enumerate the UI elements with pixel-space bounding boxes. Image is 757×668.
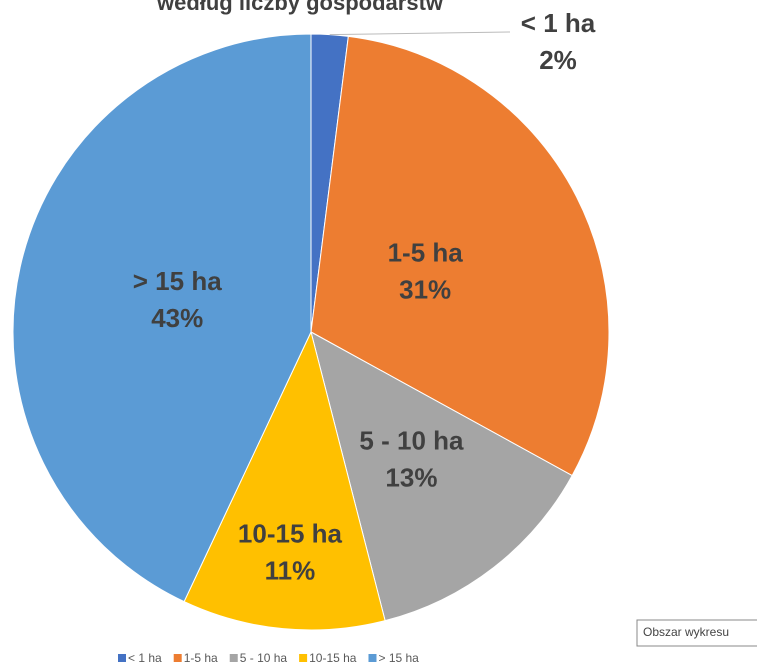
legend-label: 10-15 ha (309, 651, 357, 665)
slice-value-label: 31% (399, 275, 451, 305)
legend-label: > 15 ha (378, 651, 419, 665)
slice-value-label: 11% (265, 555, 316, 585)
pie-slice (183, 330, 386, 631)
legend-marker (368, 654, 377, 662)
slice-value-label: 43% (151, 303, 203, 333)
chart-title: według liczby gospodarstw (156, 0, 444, 15)
legend-marker (118, 654, 126, 662)
legend-marker (299, 654, 308, 662)
slice-value-label: 13% (385, 462, 437, 492)
slice-label: 5 - 10 ha (359, 425, 464, 455)
leader-line (329, 31, 511, 36)
legend-label: 1-5 ha (184, 651, 218, 665)
legend-label: < 1 ha (128, 651, 162, 665)
pie-slice (310, 35, 610, 477)
legend-marker (229, 654, 238, 662)
slice-value-label: 2% (539, 45, 577, 75)
pie-slice (12, 33, 312, 603)
legend-label: 5 - 10 ha (240, 651, 288, 665)
slice-label: < 1 ha (521, 8, 596, 38)
legend-marker (173, 654, 182, 662)
slice-label: > 15 ha (133, 266, 222, 296)
slice-label: 10-15 ha (238, 518, 343, 548)
pie-slice (310, 331, 573, 622)
slice-label: 1-5 ha (388, 238, 464, 268)
tooltip: Obszar wykresu (636, 619, 757, 647)
tooltip-box (636, 619, 757, 647)
tooltip-text: Obszar wykresu (643, 625, 729, 639)
